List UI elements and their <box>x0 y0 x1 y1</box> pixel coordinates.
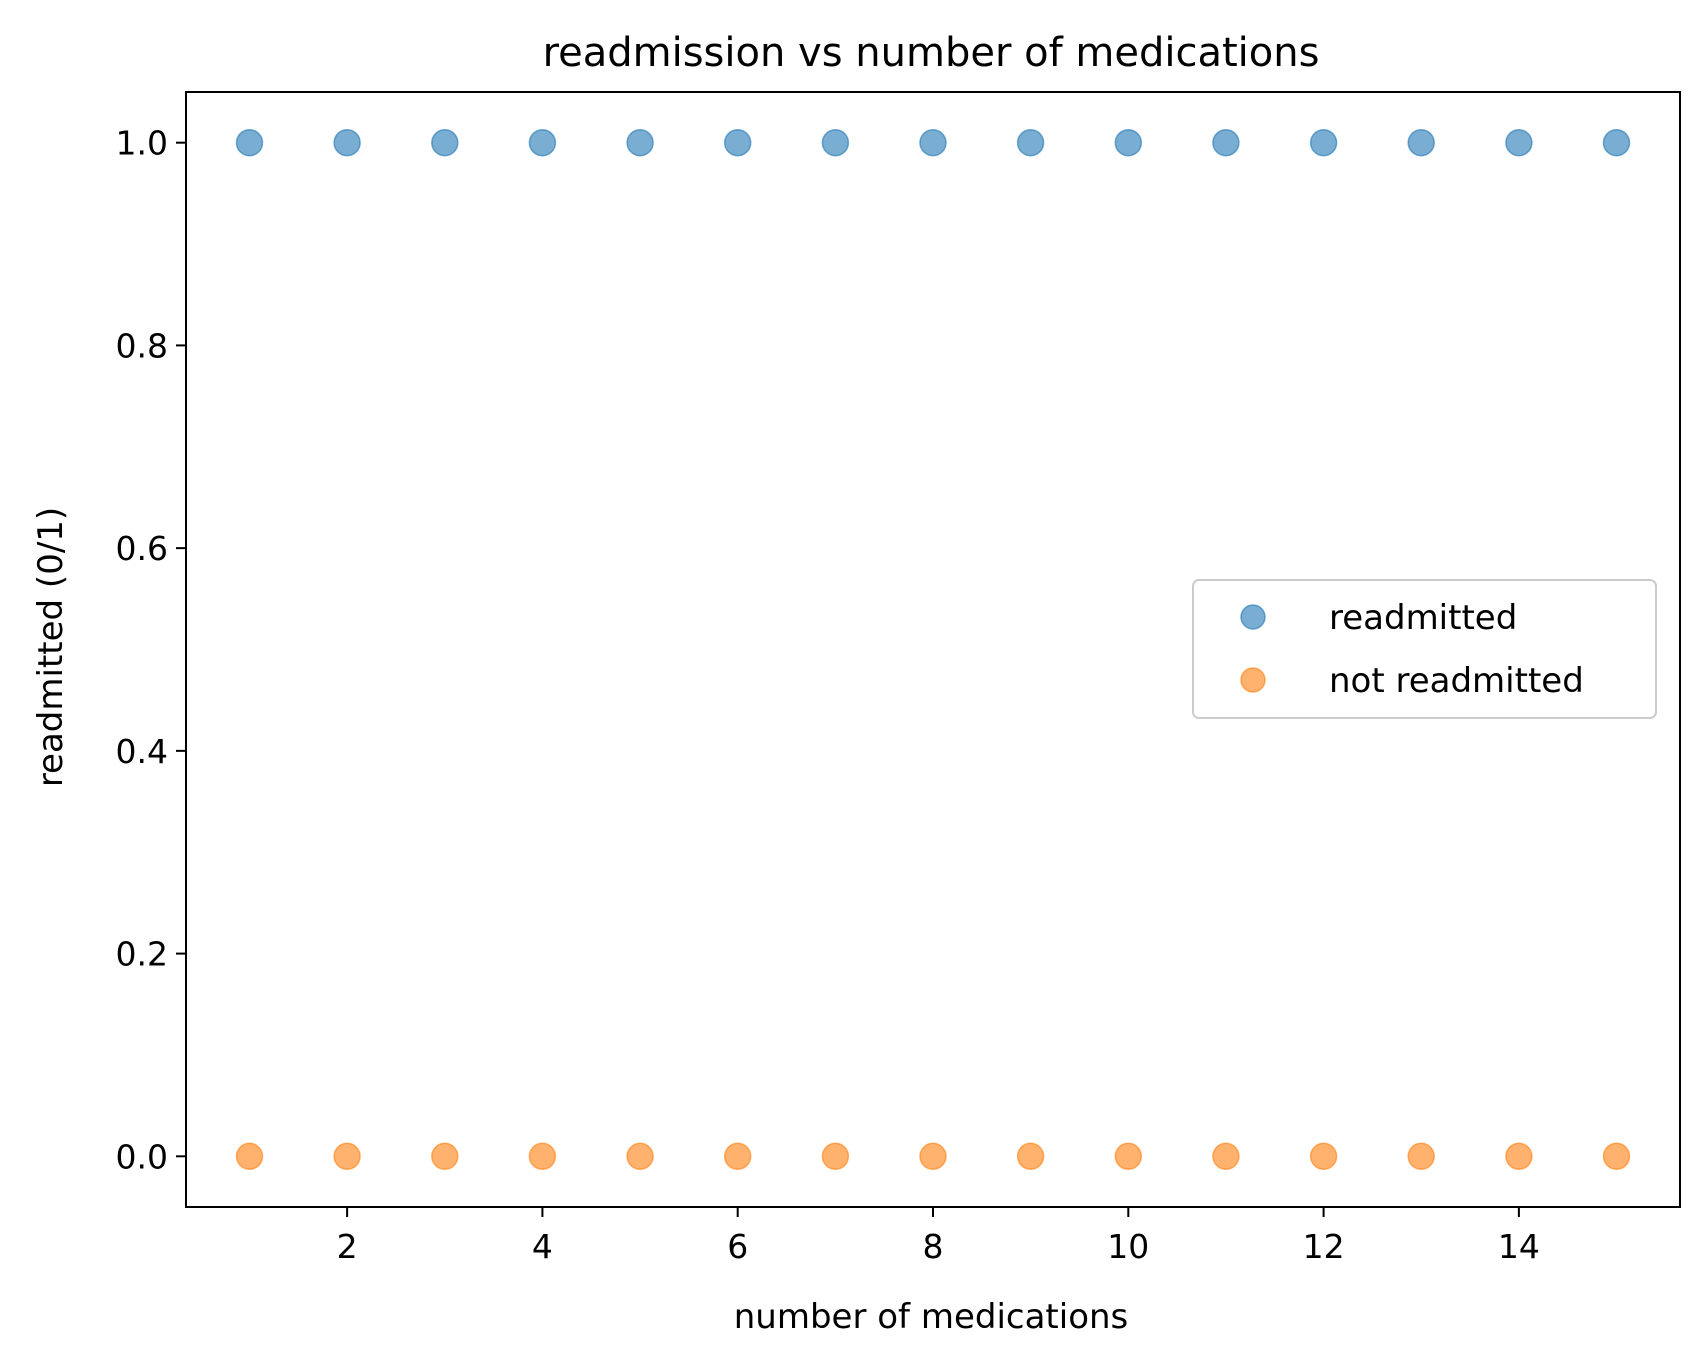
y-tick-label: 0.2 <box>116 935 168 974</box>
legend: readmitted not readmitted <box>1192 579 1657 719</box>
plot-area <box>185 91 1681 1208</box>
data-point-not-readmitted <box>431 1142 459 1171</box>
data-point-not-readmitted <box>919 1142 947 1171</box>
data-point-not-readmitted <box>1602 1142 1631 1171</box>
chart-title: readmission vs number of medications <box>543 30 1320 76</box>
legend-label-not-readmitted: not readmitted <box>1329 661 1584 701</box>
x-axis: 2 4 6 8 10 12 14 <box>337 1207 1540 1266</box>
data-point-readmitted <box>1114 128 1143 157</box>
legend-box <box>1192 579 1657 719</box>
data-point-readmitted <box>821 128 850 157</box>
data-point-not-readmitted <box>1505 1142 1533 1171</box>
x-tick-label: 8 <box>923 1227 944 1266</box>
x-axis-label: number of medications <box>734 1297 1129 1337</box>
data-point-readmitted <box>431 128 459 157</box>
x-tick-label: 4 <box>532 1227 553 1266</box>
legend-label-readmitted: readmitted <box>1329 598 1517 638</box>
y-axis-label: readmitted (0/1) <box>31 507 71 787</box>
legend-marker-readmitted <box>1240 604 1266 630</box>
data-point-not-readmitted <box>1407 1142 1435 1171</box>
data-point-readmitted <box>1407 128 1435 157</box>
data-point-not-readmitted <box>626 1142 654 1171</box>
y-axis: 0.0 0.2 0.4 0.6 0.8 1.0 <box>116 124 186 1176</box>
data-point-readmitted <box>919 128 947 157</box>
x-tick-label: 2 <box>337 1227 358 1266</box>
data-point-not-readmitted <box>235 1142 264 1171</box>
y-tick-label: 0.4 <box>116 732 168 771</box>
data-point-readmitted <box>1016 128 1045 157</box>
x-tick-label: 14 <box>1498 1227 1540 1266</box>
data-point-readmitted <box>626 128 654 157</box>
data-point-not-readmitted <box>821 1142 850 1171</box>
data-point-not-readmitted <box>1212 1142 1240 1171</box>
data-point-not-readmitted <box>1114 1142 1143 1171</box>
y-tick-label: 1.0 <box>116 124 168 163</box>
y-tick-label: 0.0 <box>116 1137 168 1176</box>
data-point-readmitted <box>1212 128 1240 157</box>
data-point-readmitted <box>333 128 361 157</box>
data-point-not-readmitted <box>528 1142 557 1171</box>
data-point-readmitted <box>723 128 752 157</box>
x-tick-label: 6 <box>727 1227 748 1266</box>
y-tick-label: 0.8 <box>116 326 168 365</box>
data-point-readmitted <box>528 128 557 157</box>
data-point-not-readmitted <box>1309 1142 1338 1171</box>
y-tick-label: 0.6 <box>116 529 168 568</box>
data-point-readmitted <box>1505 128 1533 157</box>
data-point-readmitted <box>235 128 264 157</box>
x-tick-label: 12 <box>1303 1227 1345 1266</box>
data-point-not-readmitted <box>333 1142 361 1171</box>
data-point-not-readmitted <box>723 1142 752 1171</box>
x-tick-label: 10 <box>1107 1227 1149 1266</box>
data-point-readmitted <box>1309 128 1338 157</box>
data-point-not-readmitted <box>1016 1142 1045 1171</box>
data-point-readmitted <box>1602 128 1631 157</box>
legend-marker-not-readmitted <box>1240 667 1266 693</box>
